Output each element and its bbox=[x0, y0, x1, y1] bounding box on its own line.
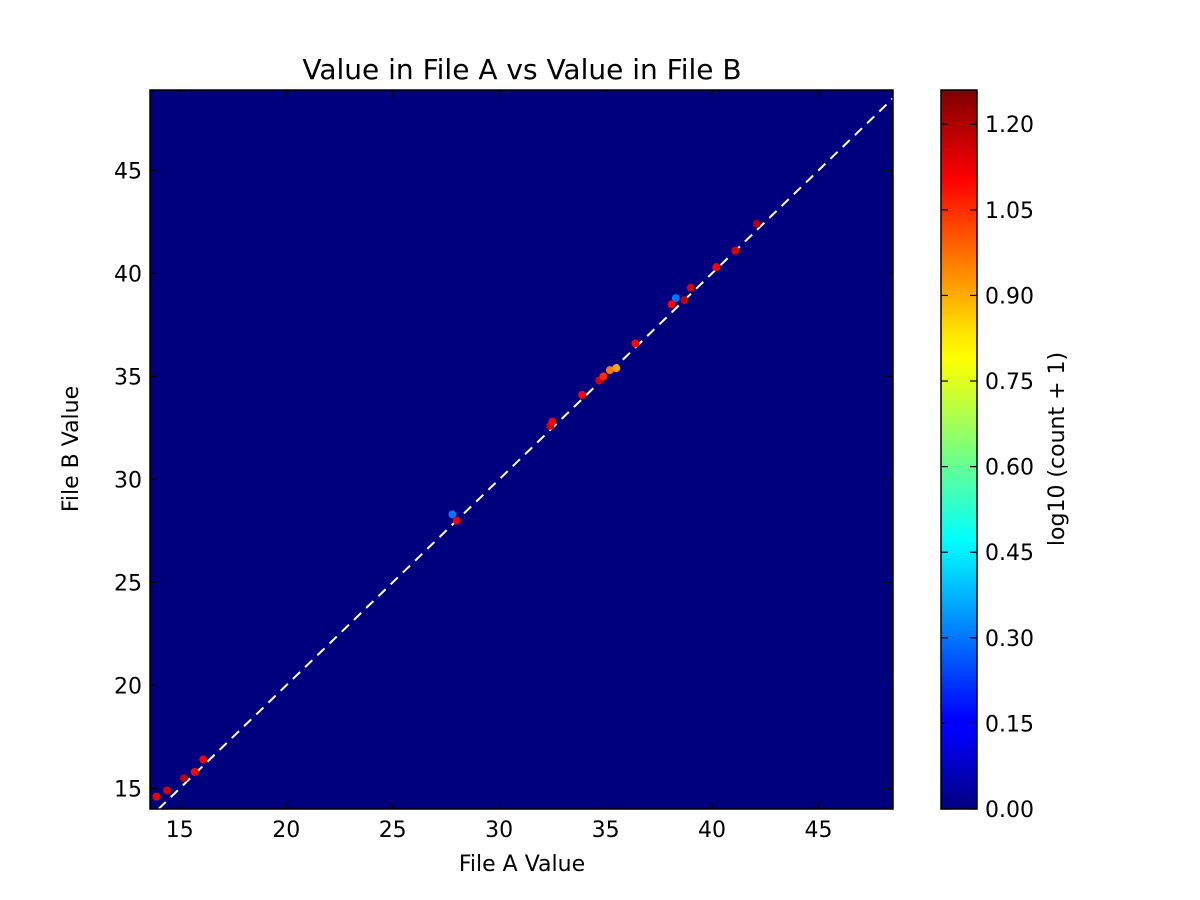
x-tick-label: 20 bbox=[272, 818, 300, 843]
data-point bbox=[671, 294, 680, 303]
data-point bbox=[152, 792, 161, 801]
y-tick-label: 35 bbox=[114, 365, 142, 390]
data-point bbox=[448, 510, 457, 519]
colorbar-ticks: 0.00 0.15 0.30 0.45 0.60 0.75 0.90 1.05 1.20 bbox=[941, 113, 1034, 823]
data-point bbox=[680, 296, 689, 305]
y-tick-label: 15 bbox=[114, 777, 142, 802]
data-points bbox=[152, 219, 761, 801]
colorbar-tick-label: 0.90 bbox=[985, 284, 1034, 309]
data-point bbox=[452, 516, 461, 525]
data-point bbox=[578, 390, 587, 399]
x-tick-label: 15 bbox=[166, 818, 194, 843]
chart-title: Value in File A vs Value in File B bbox=[302, 53, 741, 86]
x-axis: 15 20 25 30 35 40 45 bbox=[166, 90, 832, 843]
data-point bbox=[667, 300, 676, 309]
data-point bbox=[686, 283, 695, 292]
data-point bbox=[605, 366, 614, 375]
colorbar-tick-label: 1.05 bbox=[985, 199, 1034, 224]
x-tick-label: 40 bbox=[698, 818, 726, 843]
colorbar-tick-label: 0.45 bbox=[985, 541, 1034, 566]
colorbar-tick-label: 0.30 bbox=[985, 627, 1034, 652]
data-point bbox=[599, 372, 608, 381]
data-point bbox=[631, 339, 640, 348]
data-point bbox=[712, 263, 721, 272]
y-axis: 15 20 25 30 35 40 45 bbox=[114, 159, 893, 802]
plot-background bbox=[150, 90, 893, 809]
data-point bbox=[752, 219, 761, 228]
data-point bbox=[548, 417, 557, 426]
x-tick-label: 35 bbox=[592, 818, 620, 843]
y-tick-label: 30 bbox=[114, 468, 142, 493]
data-point bbox=[199, 755, 208, 764]
data-point bbox=[163, 786, 172, 795]
colorbar-tick-label: 0.75 bbox=[985, 370, 1034, 395]
colorbar-label: log10 (count + 1) bbox=[1045, 352, 1070, 546]
y-tick-label: 25 bbox=[114, 571, 142, 596]
data-point bbox=[612, 364, 621, 373]
x-axis-title: File A Value bbox=[459, 852, 585, 877]
data-point bbox=[731, 246, 740, 255]
x-tick-label: 45 bbox=[804, 818, 832, 843]
colorbar-tick-label: 0.15 bbox=[985, 712, 1034, 737]
colorbar-tick-label: 0.00 bbox=[985, 798, 1034, 823]
colorbar bbox=[940, 89, 978, 810]
y-tick-label: 20 bbox=[114, 674, 142, 699]
x-tick-label: 30 bbox=[485, 818, 513, 843]
x-tick-label: 25 bbox=[379, 818, 407, 843]
y-tick-label: 45 bbox=[114, 159, 142, 184]
colorbar-tick-label: 1.20 bbox=[985, 113, 1034, 138]
y-tick-label: 40 bbox=[114, 262, 142, 287]
colorbar-tick-label: 0.60 bbox=[985, 456, 1034, 481]
data-point bbox=[180, 774, 189, 783]
data-point bbox=[190, 767, 199, 776]
plot-frame bbox=[149, 89, 894, 810]
identity-reference-line bbox=[157, 97, 893, 809]
y-axis-title: File B Value bbox=[59, 386, 84, 512]
